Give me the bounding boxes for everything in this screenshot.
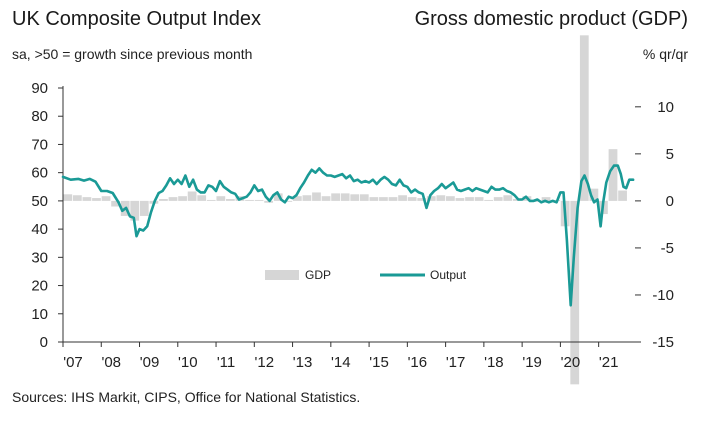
gdp-bar-2012-Q4 bbox=[283, 200, 293, 202]
gdp-bar-2007-Q4 bbox=[92, 198, 101, 201]
gdp-bar-2010-Q2 bbox=[187, 191, 197, 201]
right-tick-label-10: 10 bbox=[657, 99, 674, 116]
gdp-bar-2021-Q2 bbox=[608, 149, 618, 201]
gdp-bar-2019-Q4 bbox=[551, 199, 560, 201]
chart-subtitle-left: sa, >50 = growth since previous month bbox=[12, 46, 253, 62]
gdp-bar-2014-Q3 bbox=[350, 194, 360, 201]
x-tick-label-2017: '17 bbox=[446, 354, 466, 371]
gdp-bar-2017-Q2 bbox=[455, 198, 465, 201]
right-tick-label--10: -10 bbox=[652, 287, 674, 304]
gdp-bar-2011-Q1 bbox=[216, 196, 226, 201]
right-tick-label--15: -15 bbox=[652, 334, 674, 351]
gdp-bar-2013-Q4 bbox=[321, 196, 331, 201]
gdp-bar-2018-Q2 bbox=[493, 197, 503, 201]
x-tick-label-2015: '15 bbox=[369, 354, 389, 371]
gdp-bar-2009-Q1 bbox=[139, 200, 149, 216]
gdp-bar-2017-Q4 bbox=[474, 197, 484, 201]
gdp-bar-2020-Q2 bbox=[570, 200, 580, 385]
gdp-bar-2016-Q2 bbox=[417, 198, 427, 201]
gdp-bar-2008-Q1 bbox=[101, 196, 111, 201]
chart-title-left: UK Composite Output Index bbox=[12, 8, 262, 30]
legend-gdp-label: GDP bbox=[305, 268, 331, 282]
gdp-bar-2018-Q3 bbox=[503, 195, 513, 201]
gdp-bar-2016-Q3 bbox=[426, 196, 436, 201]
legend-output-label: Output bbox=[430, 268, 467, 282]
gdp-bar-2012-Q3 bbox=[273, 193, 283, 201]
left-tick-label-60: 60 bbox=[31, 165, 48, 182]
right-tick-label-5: 5 bbox=[666, 146, 674, 163]
x-tick-label-2020: '20 bbox=[561, 354, 581, 371]
chart-title-right: Gross domestic product (GDP) bbox=[414, 8, 688, 30]
gdp-bar-2009-Q3 bbox=[159, 199, 168, 201]
gdp-bar-2011-Q2 bbox=[226, 199, 235, 201]
gdp-bar-2020-Q3 bbox=[579, 35, 589, 201]
x-tick-label-2008: '08 bbox=[101, 354, 121, 371]
x-tick-label-2009: '09 bbox=[140, 354, 160, 371]
source-note: Sources: IHS Markit, CIPS, Office for Na… bbox=[12, 389, 361, 405]
right-tick-label--5: -5 bbox=[661, 240, 674, 257]
output-line-group bbox=[61, 164, 635, 307]
gdp-bar-2008-Q2 bbox=[111, 200, 120, 207]
gdp-bar-2013-Q2 bbox=[302, 195, 312, 201]
gdp-bar-2007-Q3 bbox=[82, 197, 92, 201]
gdp-bar-2007-Q2 bbox=[72, 195, 82, 201]
x-tick-label-2011: '11 bbox=[217, 354, 235, 371]
right-tick-label-0: 0 bbox=[666, 193, 674, 210]
gdp-bar-2010-Q1 bbox=[178, 196, 187, 201]
left-tick-label-20: 20 bbox=[31, 278, 48, 295]
gdp-bar-2021-Q3 bbox=[618, 190, 627, 201]
axes: 0 10 20 30 40 50 60 70 80 90 -15 -10 -5 0 5 10 '07 '08 '09… bbox=[31, 80, 674, 371]
gdp-bar-2019-Q3 bbox=[541, 197, 551, 201]
x-tick-label-2019: '19 bbox=[522, 354, 542, 371]
chart-subtitle-right: % qr/qr bbox=[642, 46, 688, 62]
x-tick-label-2014: '14 bbox=[331, 354, 351, 371]
gdp-bar-2016-Q4 bbox=[436, 195, 446, 201]
gdp-bar-2011-Q4 bbox=[245, 199, 254, 201]
output-line bbox=[61, 164, 635, 307]
gdp-bar-2017-Q1 bbox=[446, 196, 455, 201]
x-tick-label-2010: '10 bbox=[178, 354, 198, 371]
left-tick-label-80: 80 bbox=[31, 108, 48, 125]
gdp-bar-2016-Q1 bbox=[407, 197, 417, 201]
gdp-bar-2018-Q1 bbox=[484, 199, 494, 201]
gdp-bar-2010-Q4 bbox=[206, 199, 216, 201]
gdp-bar-2014-Q2 bbox=[340, 193, 350, 201]
left-tick-label-0: 0 bbox=[40, 334, 48, 351]
x-tick-label-2012: '12 bbox=[255, 354, 275, 371]
x-tick-label-2021: '21 bbox=[599, 354, 619, 371]
gdp-bar-2013-Q3 bbox=[312, 192, 321, 201]
gdp-bar-2012-Q2 bbox=[264, 200, 274, 203]
gdp-bar-2012-Q1 bbox=[254, 199, 264, 201]
gdp-bar-2014-Q4 bbox=[359, 194, 369, 201]
left-tick-label-90: 90 bbox=[31, 80, 48, 97]
x-tick-label-2013: '13 bbox=[293, 354, 313, 371]
legend: GDP Output bbox=[265, 268, 467, 282]
gdp-bar-2015-Q1 bbox=[369, 197, 379, 201]
gdp-bar-2015-Q4 bbox=[398, 195, 407, 201]
gdp-bar-2020-Q4 bbox=[589, 188, 599, 201]
x-tick-label-2018: '18 bbox=[484, 354, 504, 371]
left-tick-label-70: 70 bbox=[31, 136, 48, 153]
gdp-bar-2015-Q2 bbox=[379, 197, 388, 201]
left-tick-label-10: 10 bbox=[31, 306, 48, 323]
gdp-bar-2015-Q3 bbox=[388, 197, 398, 201]
gdp-bar-2014-Q1 bbox=[331, 193, 340, 201]
left-tick-label-50: 50 bbox=[31, 193, 48, 210]
left-tick-label-30: 30 bbox=[31, 249, 48, 266]
gdp-bar-2019-Q2 bbox=[532, 200, 541, 202]
gdp-bar-2010-Q3 bbox=[197, 195, 207, 201]
x-tick-label-2016: '16 bbox=[408, 354, 428, 371]
gdp-bar-2017-Q3 bbox=[465, 197, 474, 201]
gdp-bars bbox=[63, 35, 627, 385]
legend-gdp-swatch bbox=[265, 270, 299, 280]
gdp-bar-2007-Q1 bbox=[63, 194, 73, 201]
gdp-bar-2009-Q4 bbox=[168, 197, 178, 201]
gdp-bar-2013-Q1 bbox=[292, 196, 302, 201]
left-tick-label-40: 40 bbox=[31, 221, 48, 238]
gdp-bar-2008-Q4 bbox=[130, 200, 140, 221]
x-tick-label-2007: '07 bbox=[63, 354, 83, 371]
